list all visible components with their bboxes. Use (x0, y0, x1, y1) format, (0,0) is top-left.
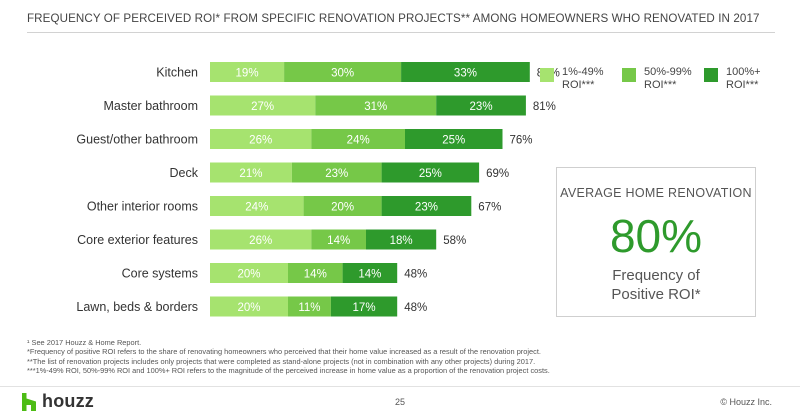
bar-segment-kitchen-series-1 (210, 62, 285, 82)
page-number: 25 (394, 397, 405, 407)
legend-swatch-dark-green (704, 68, 718, 82)
average-renovation-box: AVERAGE HOME RENOVATION 80% Frequency of… (556, 167, 756, 317)
houzz-logo: houzz (22, 391, 162, 413)
bar-segment-kitchen-series-3 (401, 62, 530, 82)
bar-total-label-lawn-beds-borders: 48% (404, 302, 427, 314)
bar-segment-core-exterior-features-series-1 (210, 229, 312, 250)
bar-segment-lawn-beds-borders-series-1 (210, 296, 288, 317)
bar-segment-core-systems-series-1 (210, 263, 288, 283)
bar-segment-master-bathroom-series-2 (315, 95, 437, 116)
bar-segment-guest-other-bathroom-series-1 (210, 129, 312, 149)
bar-segment-kitchen-series-2 (284, 62, 402, 82)
category-label-other-interior-rooms: Other interior rooms (87, 200, 198, 214)
bar-segment-core-exterior-features-series-2 (311, 229, 366, 250)
category-label-core-exterior-features: Core exterior features (77, 233, 198, 247)
bar-segment-lawn-beds-borders-series-3 (330, 296, 398, 317)
footnote-roi-ranges: ***1%-49% ROI, 50%-99% ROI and 100%+ ROI… (27, 366, 550, 376)
legend-item-1-49-roi: 1%-49% ROI*** (540, 66, 620, 100)
category-label-lawn-beds-borders: Lawn, beds & borders (76, 300, 198, 314)
bar-segment-core-exterior-features-series-3 (366, 229, 437, 250)
bar-total-label-core-exterior-features: 58% (443, 235, 466, 247)
legend-item-50-99-roi: 50%-99% ROI*** (622, 66, 702, 100)
bar-segment-core-systems-series-3 (342, 263, 398, 283)
bar-segment-guest-other-bathroom-series-3 (405, 129, 503, 149)
bar-value-label: 30% (331, 67, 354, 79)
footnote-project-list: **The list of renovation projects includ… (27, 356, 536, 366)
bar-value-label: 19% (236, 67, 259, 79)
bar-value-label: 23% (470, 101, 493, 113)
title-divider (27, 32, 775, 33)
bar-value-label: 14% (304, 268, 327, 280)
category-label-deck: Deck (170, 166, 199, 180)
average-roi-value: 80% (609, 210, 703, 262)
bar-value-label: 17% (353, 302, 376, 314)
category-label-guest-other-bathroom: Guest/other bathroom (76, 133, 198, 147)
footnote-roi-definition: *Frequency of positive ROI refers to the… (27, 347, 541, 357)
bar-value-label: 20% (237, 268, 260, 280)
bar-value-label: 26% (249, 235, 272, 247)
legend-label-line1: 50%-99% (644, 66, 692, 78)
legend-label: 100%+ ROI*** (726, 66, 784, 92)
bar-value-label: 11% (298, 302, 320, 314)
bar-segment-deck-series-2 (291, 162, 382, 183)
footnote-source: ¹ See 2017 Houzz & Home Report. (27, 338, 142, 347)
average-box-heading: AVERAGE HOME RENOVATION (560, 186, 752, 200)
bar-segment-other-interior-rooms-series-1 (210, 196, 304, 216)
bar-value-label: 25% (419, 168, 442, 180)
bar-segment-master-bathroom-series-1 (210, 95, 316, 116)
bar-value-label: 14% (358, 268, 381, 280)
bar-total-label-guest-other-bathroom: 76% (510, 134, 533, 146)
legend-swatch-light-green (540, 68, 554, 82)
bar-segment-core-systems-series-2 (288, 263, 343, 283)
copyright-notice: © Houzz Inc. (720, 397, 772, 407)
average-box-label-line2: Positive ROI* (611, 286, 701, 303)
footnotes: ¹ See 2017 Houzz & Home Report. *Frequen… (27, 338, 787, 376)
legend-label-line1: 100%+ (726, 66, 761, 78)
bar-segment-guest-other-bathroom-series-2 (311, 129, 405, 149)
legend-label-line2: ROI*** (644, 79, 677, 91)
category-label-master-bathroom: Master bathroom (104, 99, 198, 113)
bar-value-label: 23% (325, 168, 348, 180)
category-label-core-systems: Core systems (122, 267, 198, 281)
legend-label-line2: ROI*** (562, 79, 595, 91)
bar-total-label-master-bathroom: 81% (533, 101, 556, 113)
bar-value-label: 14% (327, 235, 350, 247)
bar-value-label: 21% (239, 168, 262, 180)
bar-segment-master-bathroom-series-3 (436, 95, 526, 116)
bar-segment-deck-series-3 (381, 162, 480, 183)
bar-total-label-core-systems: 48% (404, 268, 427, 280)
bar-total-label-deck: 69% (486, 168, 509, 180)
page-title: FREQUENCY OF PERCEIVED ROI* FROM SPECIFI… (27, 12, 760, 25)
logo-wordmark: houzz (42, 391, 94, 411)
bar-value-label: 33% (454, 67, 477, 79)
bar-value-label: 24% (347, 134, 370, 146)
footer-divider (0, 386, 800, 387)
houzz-logo-icon (22, 393, 36, 411)
legend-label: 1%-49% ROI*** (562, 66, 620, 92)
bar-value-label: 26% (249, 134, 272, 146)
bar-segment-lawn-beds-borders-series-2 (288, 296, 331, 317)
average-box-label-line1: Frequency of (612, 267, 700, 284)
bar-value-label: 31% (364, 101, 387, 113)
legend-label: 50%-99% ROI*** (644, 66, 702, 92)
bar-segment-other-interior-rooms-series-3 (381, 196, 472, 216)
bar-value-label: 20% (331, 201, 354, 213)
bar-value-label: 25% (442, 134, 465, 146)
legend-label-line1: 1%-49% (562, 66, 604, 78)
category-label-kitchen: Kitchen (156, 66, 198, 80)
bar-value-label: 23% (415, 201, 438, 213)
legend-label-line2: ROI*** (726, 79, 759, 91)
legend-swatch-medium-green (622, 68, 636, 82)
bar-value-label: 27% (251, 101, 274, 113)
bar-segment-deck-series-1 (210, 162, 292, 183)
average-box-label: Frequency of Positive ROI* (557, 266, 755, 304)
bar-value-label: 18% (390, 235, 413, 247)
bar-total-label-other-interior-rooms: 67% (478, 201, 501, 213)
legend-item-100-plus-roi: 100%+ ROI*** (704, 66, 784, 100)
bar-segment-other-interior-rooms-series-2 (303, 196, 382, 216)
bar-value-label: 24% (245, 201, 268, 213)
bar-value-label: 20% (237, 302, 260, 314)
